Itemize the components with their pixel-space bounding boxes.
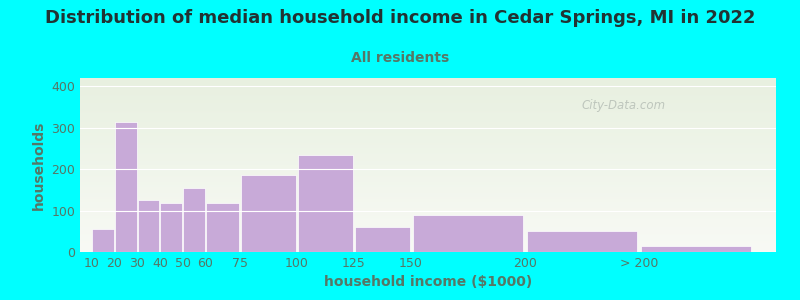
Bar <box>298 154 353 252</box>
Bar <box>138 200 159 252</box>
Bar <box>413 215 522 252</box>
X-axis label: household income ($1000): household income ($1000) <box>324 275 532 290</box>
Text: City-Data.com: City-Data.com <box>581 99 666 112</box>
Bar <box>206 203 239 252</box>
Text: All residents: All residents <box>351 51 449 65</box>
Bar <box>355 227 410 252</box>
Bar <box>527 231 637 252</box>
Bar <box>183 188 205 252</box>
Bar <box>642 246 751 252</box>
Bar <box>92 229 114 252</box>
Text: Distribution of median household income in Cedar Springs, MI in 2022: Distribution of median household income … <box>45 9 755 27</box>
Bar <box>160 203 182 252</box>
Bar <box>114 122 137 252</box>
Y-axis label: households: households <box>32 120 46 210</box>
Bar <box>241 176 296 252</box>
